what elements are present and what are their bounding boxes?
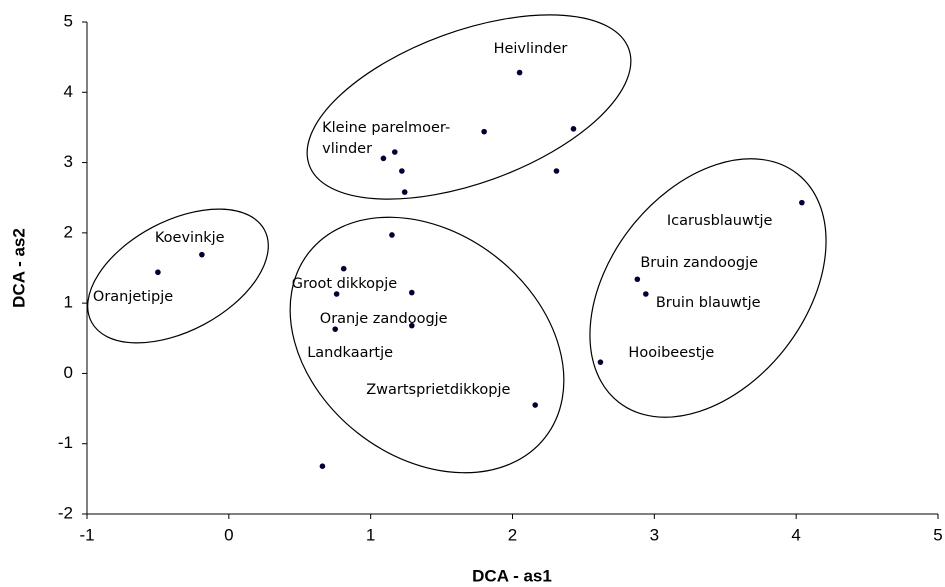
point-label: Oranje zandoogje	[319, 310, 448, 327]
point-label: Hooibeestje	[628, 345, 715, 362]
x-tick-label: -1	[79, 525, 94, 544]
point	[516, 69, 523, 76]
x-tick-label: 1	[366, 525, 375, 544]
point	[333, 291, 340, 297]
point-label: Zwartsprietdikkopje	[366, 382, 511, 399]
point	[389, 232, 395, 238]
point	[399, 168, 405, 174]
x-axis-title: DCA - as1	[472, 566, 552, 585]
point-label: Bruin zandoogje	[640, 255, 759, 272]
y-tick-label: 0	[64, 363, 73, 382]
cluster-outlines	[87, 14, 827, 474]
point	[391, 149, 398, 155]
cluster-ellipse	[589, 158, 827, 418]
y-tick-label: 2	[64, 222, 73, 241]
point	[634, 276, 641, 283]
point	[408, 322, 415, 329]
y-tick-label: -1	[58, 433, 73, 452]
y-tick-label: 3	[64, 152, 73, 171]
cluster-ellipse	[306, 14, 632, 200]
point	[532, 402, 538, 408]
x-tick-label: 3	[650, 525, 659, 544]
cluster-ellipse	[289, 216, 565, 474]
point-label: Heivlinder	[493, 40, 568, 57]
y-tick-label: -2	[58, 503, 73, 522]
point	[597, 359, 604, 365]
point-label: Groot dikkopje	[291, 275, 398, 292]
point-label: Bruin blauwtje	[655, 295, 761, 311]
point-label: Oranjetipje	[92, 289, 174, 306]
point-label: Icarusblauwtje	[666, 212, 773, 229]
y-axis-title: DCA - as2	[9, 228, 28, 308]
point	[570, 126, 577, 132]
point	[332, 326, 339, 332]
point	[643, 291, 649, 297]
point	[799, 199, 805, 206]
point	[340, 265, 347, 272]
point	[155, 269, 161, 276]
point-label: Landkaartje	[307, 345, 394, 362]
point	[199, 251, 205, 258]
y-tick-label: 5	[64, 11, 73, 30]
x-tick-label: 4	[791, 525, 800, 544]
point	[408, 289, 415, 296]
point	[401, 189, 408, 195]
cluster-ellipse	[87, 208, 269, 344]
y-tick-label: 1	[64, 293, 73, 312]
point-label: Koevinkje	[154, 229, 225, 246]
x-tick-label: 2	[508, 525, 517, 544]
point	[553, 168, 560, 174]
point-label: Kleine parelmoer- vlinder	[322, 119, 451, 157]
x-tick-label: 0	[224, 525, 233, 544]
y-tick-label: 4	[64, 82, 73, 101]
point	[481, 128, 487, 135]
point	[380, 155, 387, 162]
x-tick-label: 5	[933, 525, 942, 544]
point	[319, 463, 326, 470]
